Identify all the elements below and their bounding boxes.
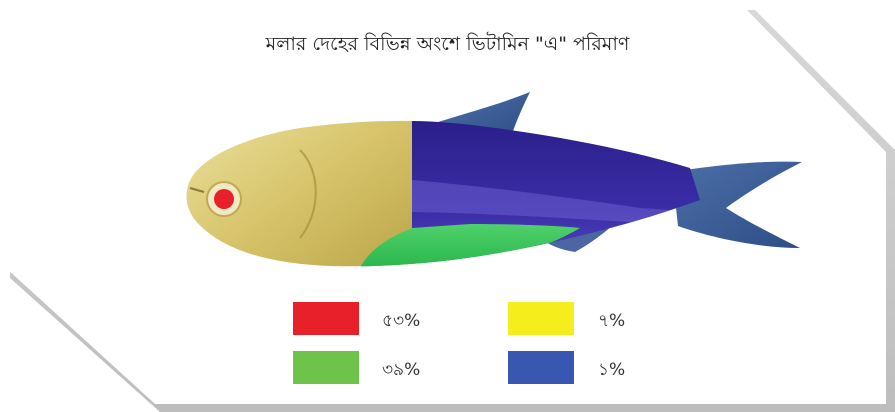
legend-label-red: ৫৩%: [382, 311, 421, 331]
anal-fin: [540, 226, 612, 252]
legend-label-green: ৩৯%: [382, 360, 421, 380]
fish-belly-region: [360, 224, 580, 267]
legend-swatch-yellow: [508, 302, 574, 335]
fish-mouth: [189, 187, 205, 193]
legend-label-yellow: ৭%: [598, 311, 626, 331]
gill-cover: [299, 149, 317, 239]
tail-fin: [672, 161, 802, 248]
diagram-title: মলার দেহের বিভিন্ন অংশে ভিটামিন "এ" পরিম…: [265, 33, 630, 55]
legend-label-blue: ১%: [598, 360, 626, 380]
legend-swatch-green: [293, 351, 359, 384]
legend-swatch-blue: [508, 351, 574, 384]
legend-swatch-red: [293, 302, 359, 335]
fish-lateral-band: [412, 180, 700, 226]
eye-vitamin-spot: [214, 189, 234, 209]
dorsal-fin: [438, 92, 530, 140]
